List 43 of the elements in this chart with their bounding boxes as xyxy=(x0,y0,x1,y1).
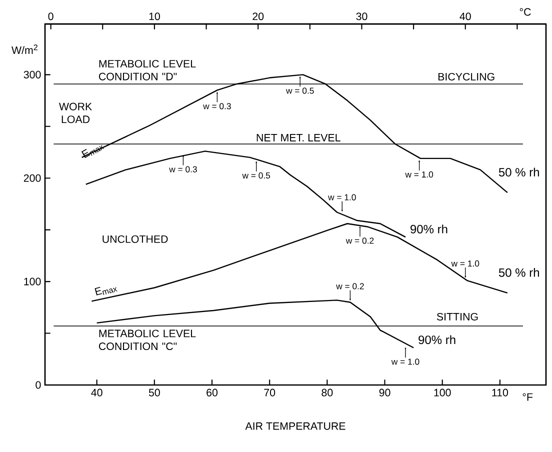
annotation: E$_{max}$ xyxy=(94,286,118,296)
y-tick-label: 200 xyxy=(24,174,41,182)
series-label: 90% rh xyxy=(410,224,448,234)
annotation: w = 1.0 xyxy=(451,260,480,267)
ref-line-label: METABOLIC LEVEL CONDITION "D" xyxy=(98,60,196,80)
annotation: w = 0.2 xyxy=(336,283,364,290)
annotation: w = 0.5 xyxy=(242,172,270,179)
x2-tick-label: 30 xyxy=(356,12,368,20)
annotation: SITTING xyxy=(436,312,478,320)
y-tick-label: 100 xyxy=(24,278,41,286)
x-tick-label: 100 xyxy=(434,388,451,396)
x-tick-label: 70 xyxy=(264,388,276,396)
annotation: WORK LOAD xyxy=(58,102,92,124)
annotation: w = 0.5 xyxy=(286,88,314,94)
annotation: BICYCLING xyxy=(438,72,494,81)
y-axis-title: W/m$^{2}$ xyxy=(12,44,38,54)
x2-tick-label: 40 xyxy=(460,12,471,20)
y-tick-label: 300 xyxy=(24,70,41,78)
ref-line-label: NET MET. LEVEL xyxy=(256,134,340,142)
series-label: 50 % rh xyxy=(498,168,539,177)
annotation: w = 1.0 xyxy=(328,194,356,200)
x-tick-label: 50 xyxy=(148,388,160,396)
x2-tick-label: 10 xyxy=(149,12,160,20)
annotation: w = 0.3 xyxy=(169,166,197,172)
y-tick-label: 0 xyxy=(36,381,41,389)
x-axis-title: AIR TEMPERATURE xyxy=(245,422,346,430)
x-tick-label: 110 xyxy=(492,388,508,396)
x2-tick-label: 0 xyxy=(48,12,54,20)
series-label: 90% rh xyxy=(418,335,456,344)
x-tick-label: 90 xyxy=(379,388,390,396)
annotation: w = 0.2 xyxy=(346,238,374,244)
x-tick-label: 40 xyxy=(91,388,102,396)
annotation: UNCLOTHED xyxy=(102,235,168,243)
x-tick-label: 80 xyxy=(322,388,333,396)
series-label: 50 % rh xyxy=(498,268,539,277)
text: °F xyxy=(522,393,533,401)
x2-tick-label: 20 xyxy=(252,12,264,20)
annotation: w = 1.0 xyxy=(391,358,420,365)
text: °C xyxy=(520,8,531,16)
x-tick-label: 60 xyxy=(206,388,218,396)
ref-line-label: METABOLIC LEVEL CONDITION "C" xyxy=(98,330,196,350)
annotation: w = 0.3 xyxy=(203,103,231,110)
annotation: w = 1.0 xyxy=(405,171,434,178)
